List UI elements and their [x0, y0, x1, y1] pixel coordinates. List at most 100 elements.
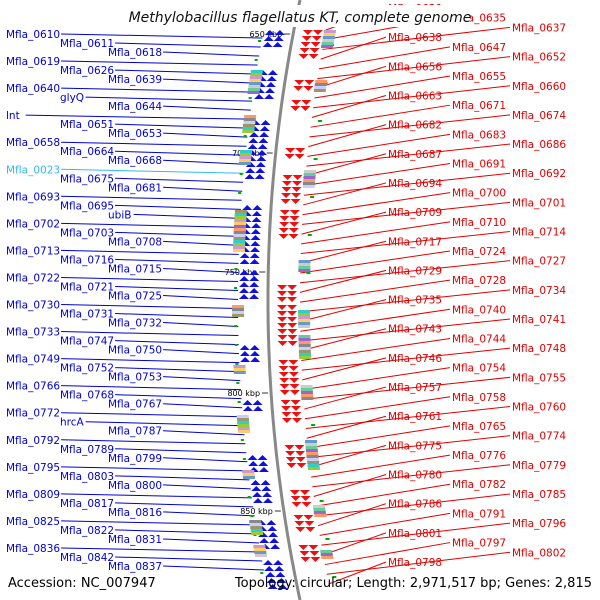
cog-color-box: [298, 353, 311, 356]
gene-label: Mfla_0732: [108, 318, 162, 330]
cog-color-box: [242, 130, 255, 133]
forward-gene-arrow: [260, 120, 271, 125]
cog-color-box: [298, 338, 311, 341]
reverse-gene-arrow: [308, 545, 319, 550]
gene-label: hrcA: [60, 417, 85, 429]
reverse-gene-arrow: [290, 496, 301, 501]
cog-color-box: [313, 508, 326, 511]
label-connector: [115, 502, 254, 508]
label-connector: [163, 105, 251, 111]
kbp-label: 750 kbp: [225, 268, 258, 277]
kbp-label: 850 kbp: [240, 507, 273, 516]
feature-tick: [260, 572, 264, 574]
gene-label: Mfla_0626: [60, 65, 114, 77]
reverse-gene-arrow: [277, 341, 288, 346]
reverse-gene-arrow: [301, 36, 312, 41]
label-connector: [303, 172, 511, 196]
label-connector: [300, 260, 511, 284]
forward-gene-arrow: [252, 205, 263, 210]
forward-gene-arrow: [273, 36, 284, 41]
cog-color-box: [300, 391, 313, 394]
reverse-gene-arrow: [310, 42, 321, 47]
feature-tick: [254, 59, 258, 61]
forward-gene-arrow: [256, 156, 267, 161]
forward-gene-arrow: [239, 276, 250, 281]
label-connector: [326, 551, 511, 575]
reverse-gene-arrow: [288, 234, 299, 239]
gene-label: Mfla_0774: [512, 431, 566, 443]
forward-gene-arrow: [266, 578, 277, 583]
gene-label: Mfla_0700: [452, 188, 506, 200]
reverse-gene-arrow: [299, 551, 310, 556]
label-connector: [115, 367, 240, 373]
reverse-gene-arrow: [277, 323, 288, 328]
reverse-gene-arrow: [277, 291, 288, 296]
gene-label: Mfla_0687: [388, 149, 442, 161]
cog-color-box: [232, 311, 245, 314]
label-connector: [61, 168, 244, 174]
label-connector: [115, 177, 243, 183]
label-connector: [306, 415, 387, 439]
cog-color-box: [232, 308, 245, 311]
label-connector: [61, 222, 240, 228]
label-connector: [303, 182, 387, 206]
gene-label: Mfla_0725: [108, 290, 162, 302]
label-connector: [304, 163, 451, 187]
cog-color-box: [298, 263, 311, 266]
cog-color-box: [233, 228, 246, 231]
gene-label: Mfla_0656: [388, 61, 442, 73]
label-connector: [302, 357, 387, 381]
label-connector: [115, 150, 246, 156]
label-connector: [115, 448, 247, 454]
gene-label: Mfla_0637: [512, 22, 566, 34]
forward-gene-arrow: [239, 259, 250, 264]
forward-gene-arrow: [239, 270, 250, 275]
gene-label: Mfla_0731: [60, 309, 114, 321]
forward-gene-arrow: [252, 498, 263, 503]
gene-label: Mfla_0619: [6, 56, 60, 68]
reverse-gene-arrow: [278, 360, 289, 365]
gene-label: Mfla_0817: [60, 498, 114, 510]
gene-label: Mfla_0703: [60, 227, 114, 239]
cog-color-box: [322, 39, 335, 42]
reverse-gene-arrow: [291, 193, 302, 198]
feature-tick: [237, 401, 241, 403]
cog-color-box: [233, 365, 246, 368]
gene-label: Mfla_0825: [6, 516, 60, 528]
gene-label: Mfla_0694: [388, 178, 442, 190]
reverse-gene-arrow: [289, 222, 300, 227]
label-connector: [301, 221, 451, 245]
forward-gene-arrow: [251, 217, 262, 222]
cog-color-box: [307, 467, 320, 470]
gene-label: Mfla_0775: [388, 440, 442, 452]
forward-gene-arrow: [249, 288, 260, 293]
cog-color-box: [302, 182, 315, 185]
cog-color-box: [301, 394, 314, 397]
label-connector: [163, 565, 264, 571]
feature-tick: [235, 363, 239, 365]
forward-gene-arrow: [249, 294, 260, 299]
label-connector: [319, 512, 451, 536]
gene-label: Mfla_0789: [60, 444, 114, 456]
forward-gene-arrow: [251, 486, 262, 491]
cog-color-box: [298, 319, 311, 322]
label-connector: [163, 322, 239, 328]
cog-color-box: [298, 335, 311, 338]
reverse-gene-arrow: [304, 521, 315, 526]
forward-gene-arrow: [275, 572, 286, 577]
label-connector: [300, 240, 387, 264]
gene-label: Mfla_0716: [60, 254, 114, 266]
label-connector: [308, 435, 511, 459]
label-connector: [61, 331, 239, 337]
cog-color-box: [253, 545, 266, 548]
gene-label: Mfla_0766: [6, 381, 60, 393]
forward-gene-arrow: [259, 126, 270, 131]
reverse-gene-arrow: [277, 317, 288, 322]
forward-gene-arrow: [260, 480, 271, 485]
reverse-gene-arrow: [290, 406, 301, 411]
reverse-gene-arrow: [287, 329, 298, 334]
gene-label: Mfla_0663: [388, 90, 442, 102]
forward-gene-arrow: [264, 30, 275, 35]
reverse-gene-arrow: [294, 80, 305, 85]
gene-label: Mfla_0715: [108, 263, 162, 275]
